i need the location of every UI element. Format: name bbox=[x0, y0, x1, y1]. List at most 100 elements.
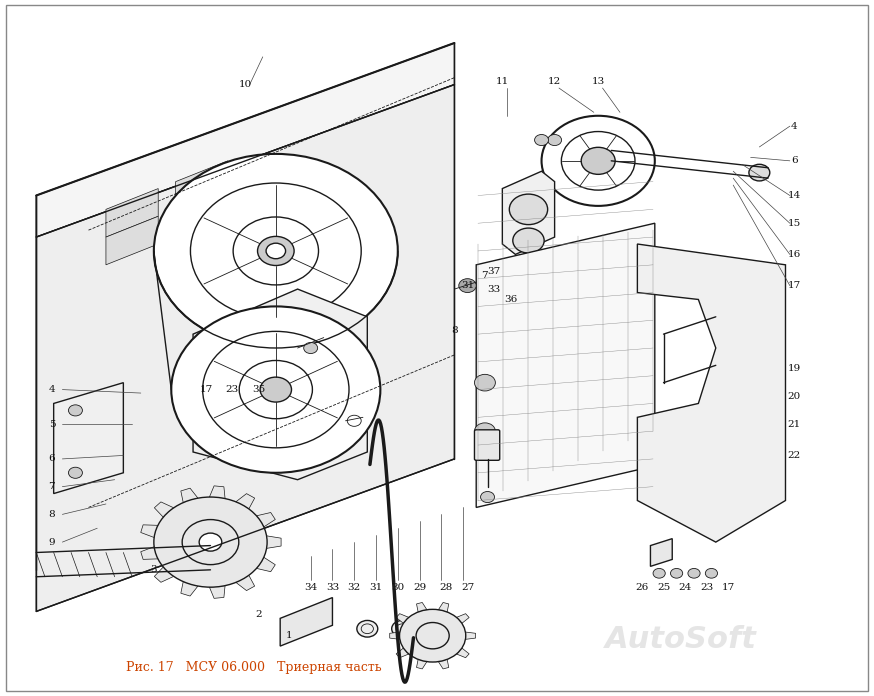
Text: 22: 22 bbox=[787, 451, 801, 460]
Circle shape bbox=[154, 497, 267, 587]
Circle shape bbox=[513, 228, 545, 253]
Polygon shape bbox=[141, 546, 158, 560]
Text: 8: 8 bbox=[451, 326, 458, 335]
Circle shape bbox=[154, 154, 398, 348]
Polygon shape bbox=[176, 161, 228, 209]
Polygon shape bbox=[210, 585, 225, 599]
Polygon shape bbox=[417, 603, 427, 612]
Text: 31: 31 bbox=[370, 583, 383, 592]
Polygon shape bbox=[236, 576, 254, 591]
Circle shape bbox=[392, 620, 413, 637]
Circle shape bbox=[260, 377, 292, 402]
Polygon shape bbox=[256, 512, 275, 527]
Polygon shape bbox=[181, 582, 198, 596]
Text: 13: 13 bbox=[592, 77, 605, 86]
Circle shape bbox=[542, 116, 655, 206]
Circle shape bbox=[68, 467, 82, 478]
Circle shape bbox=[510, 194, 548, 225]
Text: Рис. 17   МСУ 06.000   Триерная часть: Рис. 17 МСУ 06.000 Триерная часть bbox=[126, 661, 382, 674]
Polygon shape bbox=[141, 525, 158, 537]
Polygon shape bbox=[256, 557, 275, 571]
Polygon shape bbox=[456, 614, 469, 624]
Text: 33: 33 bbox=[326, 583, 339, 592]
Text: 12: 12 bbox=[548, 77, 561, 86]
Text: 30: 30 bbox=[392, 583, 405, 592]
Circle shape bbox=[475, 374, 496, 391]
Text: 7: 7 bbox=[482, 271, 489, 280]
Polygon shape bbox=[466, 632, 475, 640]
Polygon shape bbox=[650, 539, 672, 567]
Polygon shape bbox=[439, 659, 448, 669]
Polygon shape bbox=[155, 567, 174, 583]
Circle shape bbox=[548, 134, 562, 145]
Text: 10: 10 bbox=[239, 80, 252, 89]
Polygon shape bbox=[396, 614, 409, 624]
Polygon shape bbox=[106, 189, 158, 237]
Text: 8: 8 bbox=[49, 510, 55, 519]
Circle shape bbox=[581, 148, 615, 174]
Polygon shape bbox=[36, 43, 454, 237]
Text: 4: 4 bbox=[49, 385, 55, 394]
Polygon shape bbox=[439, 603, 448, 612]
Polygon shape bbox=[176, 189, 228, 237]
Polygon shape bbox=[155, 502, 174, 517]
Circle shape bbox=[688, 569, 700, 578]
Polygon shape bbox=[210, 486, 225, 498]
Polygon shape bbox=[281, 598, 332, 646]
Text: 32: 32 bbox=[348, 583, 361, 592]
Polygon shape bbox=[503, 171, 555, 255]
Circle shape bbox=[171, 306, 380, 473]
Text: 14: 14 bbox=[787, 191, 801, 200]
Text: 16: 16 bbox=[787, 250, 801, 259]
Text: 4: 4 bbox=[791, 122, 797, 131]
Circle shape bbox=[357, 620, 378, 637]
Circle shape bbox=[653, 569, 665, 578]
Polygon shape bbox=[417, 659, 427, 669]
Circle shape bbox=[427, 620, 447, 637]
Circle shape bbox=[258, 237, 295, 265]
Circle shape bbox=[266, 243, 286, 259]
Text: 6: 6 bbox=[791, 157, 797, 166]
Polygon shape bbox=[476, 223, 655, 507]
Text: 36: 36 bbox=[504, 295, 517, 304]
Circle shape bbox=[303, 342, 317, 354]
Text: 34: 34 bbox=[304, 583, 317, 592]
Text: 9: 9 bbox=[49, 537, 55, 546]
Polygon shape bbox=[193, 289, 367, 480]
Text: 25: 25 bbox=[657, 583, 670, 592]
Text: 23: 23 bbox=[225, 385, 239, 394]
Circle shape bbox=[705, 569, 718, 578]
Polygon shape bbox=[456, 648, 469, 658]
Text: 7: 7 bbox=[49, 482, 55, 491]
Text: 3: 3 bbox=[150, 565, 157, 574]
Circle shape bbox=[199, 533, 222, 551]
Circle shape bbox=[68, 405, 82, 416]
Polygon shape bbox=[637, 244, 786, 542]
Circle shape bbox=[399, 609, 466, 662]
Text: 28: 28 bbox=[439, 583, 453, 592]
Text: 6: 6 bbox=[49, 454, 55, 464]
Circle shape bbox=[459, 278, 476, 292]
FancyBboxPatch shape bbox=[475, 430, 500, 460]
Text: 31: 31 bbox=[461, 281, 474, 290]
Polygon shape bbox=[396, 648, 409, 658]
Text: 26: 26 bbox=[635, 583, 649, 592]
Circle shape bbox=[475, 423, 496, 439]
Text: 21: 21 bbox=[787, 420, 801, 429]
Text: 23: 23 bbox=[700, 583, 714, 592]
Text: 1: 1 bbox=[286, 631, 292, 640]
Text: 27: 27 bbox=[461, 583, 474, 592]
Text: 17: 17 bbox=[722, 583, 736, 592]
Text: 17: 17 bbox=[787, 281, 801, 290]
Text: 11: 11 bbox=[496, 77, 509, 86]
Text: 17: 17 bbox=[199, 385, 212, 394]
Circle shape bbox=[535, 134, 549, 145]
Text: 5: 5 bbox=[49, 420, 55, 429]
Polygon shape bbox=[106, 216, 158, 264]
Text: 33: 33 bbox=[487, 285, 500, 294]
Polygon shape bbox=[53, 383, 123, 493]
Circle shape bbox=[670, 569, 683, 578]
Text: 35: 35 bbox=[252, 385, 265, 394]
Text: 15: 15 bbox=[787, 219, 801, 228]
Text: 24: 24 bbox=[679, 583, 692, 592]
